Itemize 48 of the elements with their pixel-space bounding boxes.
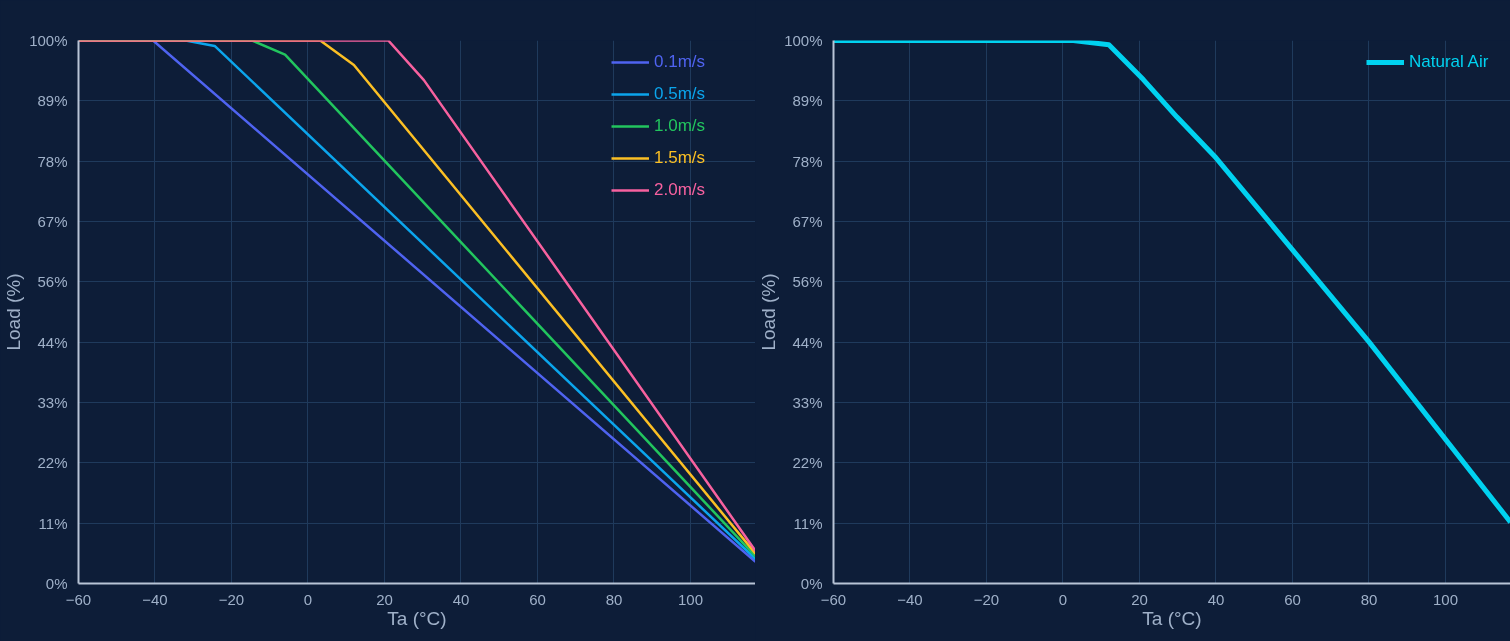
y-tick-label: 89% xyxy=(37,92,68,110)
legend-label: 1.5m/s xyxy=(654,148,706,168)
y-tick-label: 0% xyxy=(45,575,68,592)
y-tick-label: 11% xyxy=(38,514,68,532)
y-tick-label: 100% xyxy=(29,32,68,49)
y-tick-label: 100% xyxy=(784,32,823,49)
x-tick-label: 60 xyxy=(1284,590,1301,608)
y-tick-label: 67% xyxy=(792,212,823,230)
x-axis-title: Ta (°C) xyxy=(1142,607,1202,629)
x-tick-label: −20 xyxy=(973,590,1000,608)
y-tick-label: 67% xyxy=(37,212,68,230)
y-tick-label: 78% xyxy=(37,152,68,170)
y-tick-label: 56% xyxy=(792,273,823,291)
x-tick-label: −60 xyxy=(820,590,847,608)
legend-label: 2.0m/s xyxy=(654,180,706,200)
y-tick-label: 22% xyxy=(792,454,823,472)
x-tick-label: 0 xyxy=(1058,590,1068,608)
legend-label: 0.1m/s xyxy=(654,52,706,72)
y-tick-label: 89% xyxy=(792,92,823,110)
x-tick-label: 80 xyxy=(605,590,623,608)
y-tick-label: 22% xyxy=(37,454,68,472)
x-tick-label: 100 xyxy=(677,590,703,608)
y-tick-label: 33% xyxy=(37,394,68,412)
legend-label: 1.0m/s xyxy=(654,116,706,136)
y-tick-label: 44% xyxy=(792,333,823,351)
legend-label: Natural Air xyxy=(1409,52,1489,72)
x-tick-label: 80 xyxy=(1360,590,1378,608)
y-tick-label: 11% xyxy=(793,514,823,532)
x-tick-label: 20 xyxy=(376,590,393,608)
x-tick-label: 60 xyxy=(529,590,546,608)
y-tick-label: 78% xyxy=(792,152,823,170)
x-tick-label: 0 xyxy=(303,590,313,608)
y-axis-title: Load (%) xyxy=(3,273,25,351)
x-tick-label: −60 xyxy=(65,590,92,608)
legend-label: 0.5m/s xyxy=(654,84,706,104)
y-tick-label: 33% xyxy=(792,394,823,412)
x-tick-label: −40 xyxy=(897,590,923,608)
x-tick-label: −20 xyxy=(218,590,245,608)
x-tick-label: 100 xyxy=(1432,590,1458,608)
x-tick-label: 20 xyxy=(1131,590,1148,608)
y-tick-label: 0% xyxy=(800,575,823,592)
x-tick-label: −40 xyxy=(142,590,168,608)
y-tick-label: 44% xyxy=(37,333,68,351)
x-tick-label: 40 xyxy=(452,590,470,608)
y-tick-label: 56% xyxy=(37,273,68,291)
x-tick-label: 40 xyxy=(1207,590,1225,608)
x-axis-title: Ta (°C) xyxy=(387,607,447,629)
y-axis-title: Load (%) xyxy=(758,273,780,351)
